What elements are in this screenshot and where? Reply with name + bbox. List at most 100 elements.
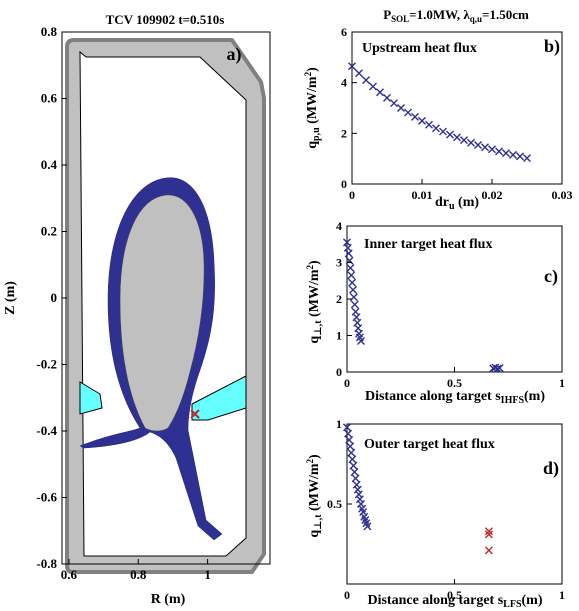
- panel-c-ylabel-end: ): [307, 260, 322, 265]
- panel-d-ylabel-sub: ⊥,t: [313, 514, 324, 530]
- core-plasma: [119, 194, 205, 432]
- panel-c-x-ticks: 0 0.5 1: [344, 367, 565, 390]
- panel-b-ylabel-sup: 2: [303, 71, 313, 76]
- x-tick-label: 0.8: [130, 567, 147, 582]
- data-point: [509, 150, 517, 159]
- panel-d-x-ticks: 0 0.5 1: [344, 579, 565, 602]
- panel-b-ylabel-rest: (MW/m: [305, 76, 320, 127]
- data-point: [495, 363, 504, 372]
- panel-b-label: b): [544, 36, 560, 57]
- panel-c-ylabel-sup: 2: [305, 265, 315, 270]
- inner-baffle: [79, 381, 103, 415]
- data-point: [376, 88, 384, 97]
- panel-b-points: [348, 62, 531, 163]
- x-tick-label: 0.5: [447, 376, 462, 390]
- panel-b-ylabel: qp,u (MW/m2): [303, 67, 322, 149]
- y-tick-label: 0.6: [41, 91, 58, 106]
- panel-d-xlabel: Distance along target sLFS(m): [367, 593, 542, 610]
- panel-b-annotation: Upstream heat flux: [362, 41, 477, 56]
- data-point: [390, 99, 398, 108]
- panel-c-label: c): [544, 266, 558, 287]
- y-tick-label: 0.4: [41, 157, 58, 172]
- panel-c-annotation: Inner target heat flux: [364, 237, 492, 252]
- y-tick-label: -0.2: [36, 357, 57, 372]
- y-tick-label: 1: [336, 329, 342, 343]
- panel-b-xlabel-main: dr: [435, 195, 449, 210]
- y-tick-label: 3: [336, 256, 342, 270]
- panel-b: PSOL=1.0MW, λq,u=1.50cm 0 2 4 6 0 0.01 0.02 0.…: [303, 7, 573, 212]
- data-point: [432, 124, 440, 133]
- data-point: [383, 93, 391, 102]
- panel-d-label: d): [543, 458, 559, 479]
- y-tick-label: 1: [336, 417, 342, 431]
- panel-b-ylabel-main: q: [305, 141, 320, 149]
- x-tick-label: 0: [344, 376, 350, 390]
- data-point: [474, 140, 482, 149]
- data-point: [350, 468, 359, 476]
- panel-d-ylabel-main: q: [307, 530, 322, 538]
- data-point: [495, 147, 503, 156]
- x-tick-label: 0: [344, 588, 350, 602]
- data-point: [397, 104, 405, 112]
- data-point: [369, 82, 377, 91]
- x-tick-label: 0.03: [552, 188, 573, 202]
- panel-d-ylabel: q⊥,t (MW/m2): [305, 454, 324, 538]
- panel-c-xlabel-sub: IHFS: [501, 395, 525, 406]
- data-point: [348, 278, 357, 287]
- data-point: [446, 130, 454, 139]
- data-point: [418, 116, 426, 125]
- data-point: [453, 133, 461, 142]
- data-point: [355, 69, 363, 78]
- panel-b-y-ticks: 0 2 4 6: [341, 25, 357, 191]
- header-p: P: [383, 7, 391, 22]
- data-point: [348, 455, 357, 464]
- panel-b-x-ticks: 0 0.01 0.02 0.03: [349, 179, 573, 202]
- panel-a-ylabel: Z (m): [3, 281, 18, 315]
- panel-c-ylabel: q⊥,t (MW/m2): [305, 260, 324, 344]
- panel-d-annotation: Outer target heat flux: [364, 437, 495, 452]
- y-tick-label: 0: [336, 365, 342, 379]
- panel-b-xlabel: dru (m): [435, 195, 479, 212]
- data-point: [349, 285, 358, 294]
- data-point: [502, 149, 510, 158]
- panel-a-x-ticks: 0.6 0.8 1: [61, 559, 211, 582]
- panel-a-y-ticks: -0.8 -0.6 -0.4 -0.2 0 0.2 0.4 0.6 0.8: [36, 24, 67, 571]
- data-point: [346, 442, 355, 451]
- y-tick-label: 0.8: [41, 24, 58, 39]
- panel-b-xlabel-sub: u: [449, 201, 455, 212]
- data-point: [345, 256, 354, 265]
- panel-d-ylabel-end: ): [307, 454, 322, 459]
- panel-d-points: [343, 423, 493, 555]
- panel-a-label: a): [227, 44, 242, 65]
- panel-d-xlabel-main: Distance along target s: [367, 593, 503, 608]
- x-tick-label: 1: [559, 588, 565, 602]
- header-lambda: λ: [463, 7, 470, 22]
- panel-c-points: [343, 238, 504, 373]
- panel-c-xlabel: Distance along target sIHFS(m): [365, 389, 545, 406]
- panel-c-ylabel-sub: ⊥,t: [313, 320, 324, 336]
- panel-b-ylabel-end: ): [305, 67, 320, 72]
- data-point: [356, 336, 365, 345]
- y-tick-label: 4: [341, 76, 347, 90]
- data-point: [411, 112, 419, 121]
- y-tick-label: 2: [336, 292, 342, 306]
- y-tick-label: -0.4: [36, 423, 57, 438]
- panel-c-y-ticks: 0 1 2 3 4: [336, 219, 352, 379]
- data-point: [493, 364, 502, 373]
- data-point: [349, 293, 358, 302]
- panel-d-xlabel-sub: LFS: [503, 599, 522, 610]
- data-point: [344, 429, 353, 438]
- x-tick-label: 0: [349, 188, 355, 202]
- data-point: [425, 120, 433, 129]
- x-tick-label: 1: [204, 567, 211, 582]
- y-tick-label: -0.6: [36, 490, 57, 505]
- y-tick-label: 0: [51, 290, 58, 305]
- panel-a-xlabel: R (m): [151, 592, 186, 607]
- panel-c-ylabel-rest: (MW/m: [307, 269, 322, 320]
- data-point: [347, 271, 356, 280]
- x-tick-label: 0.02: [482, 188, 503, 202]
- data-point: [348, 62, 356, 71]
- data-point: [488, 145, 496, 154]
